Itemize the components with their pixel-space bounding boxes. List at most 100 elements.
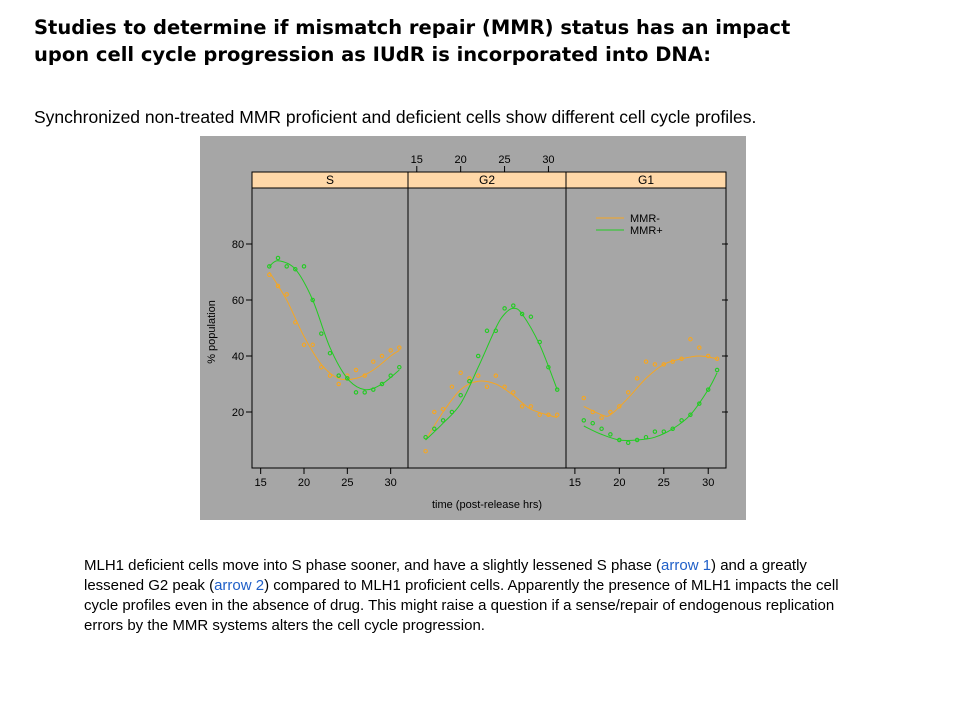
caption-paragraph: MLH1 deficient cells move into S phase s… <box>84 556 854 636</box>
data-point-mmr <box>397 345 402 350</box>
data-point-mmr <box>697 345 702 350</box>
data-point-mmr <box>475 353 481 359</box>
data-point-mmr <box>688 412 693 418</box>
data-point-mmr <box>293 266 298 272</box>
title-line-2: upon cell cycle progression as IUdR is i… <box>34 43 711 66</box>
data-point-mmr <box>617 404 622 409</box>
data-point-mmr <box>379 353 385 359</box>
data-point-mmr <box>537 412 542 418</box>
x-tick-label-top: 15 <box>411 154 423 166</box>
fit-line-mmr-g1 <box>583 372 718 442</box>
legend-label-mmr: MMR+ <box>630 225 663 237</box>
data-point-mmr <box>519 404 525 409</box>
data-point-mmr <box>310 297 315 303</box>
cell-cycle-figure: S G2 G1 20 40 60 80 % population 15 20 25 30 15 20 25 3… <box>200 136 746 520</box>
data-point-mmr <box>705 387 711 392</box>
data-point-mmr <box>519 311 525 317</box>
data-point-mmr <box>493 373 499 378</box>
data-point-mmr <box>440 406 446 412</box>
data-point-mmr <box>327 373 333 378</box>
data-point-mmr <box>484 384 490 390</box>
data-point-mmr <box>388 373 393 378</box>
data-point-mmr <box>353 390 359 395</box>
data-point-mmr <box>275 283 281 289</box>
data-point-mmr <box>475 373 481 378</box>
data-point-mmr <box>423 448 428 454</box>
data-point-mmr <box>688 336 693 342</box>
data-point-mmr <box>537 339 542 345</box>
panel-label-s: S <box>326 173 334 187</box>
slide-subtitle: Synchronized non-treated MMR proficient … <box>34 107 757 127</box>
data-point-mmr <box>310 342 315 348</box>
data-point-mmr <box>546 412 551 418</box>
data-point-mmr <box>449 409 455 415</box>
data-point-mmr <box>267 272 272 278</box>
data-point-mmr <box>267 264 272 269</box>
x-tick-label-top: 30 <box>542 154 554 166</box>
data-point-mmr <box>397 364 402 370</box>
y-axis-label: % population <box>206 300 218 364</box>
arrow-1-link[interactable]: arrow 1 <box>661 557 712 574</box>
data-point-mmr <box>345 376 350 381</box>
data-point-mmr <box>458 392 463 398</box>
data-point-mmr <box>670 359 675 364</box>
data-point-mmr <box>590 409 595 415</box>
x-tick-label: 25 <box>341 477 353 489</box>
caption-text-2: ) and a greatly lessened G2 peak ( <box>84 557 807 594</box>
data-point-mmr <box>590 420 595 426</box>
data-point-mmr <box>423 434 428 440</box>
data-point-mmr <box>353 367 359 373</box>
x-tick-label: 25 <box>658 477 670 489</box>
data-point-mmr <box>502 384 507 390</box>
data-point-mmr <box>528 314 534 320</box>
y-tick-label: 80 <box>232 239 244 251</box>
x-tick-label: 30 <box>702 477 714 489</box>
data-point-mmr <box>336 373 341 378</box>
data-point-mmr <box>652 429 658 434</box>
data-point-mmr <box>511 390 516 395</box>
data-point-mmr <box>581 395 587 401</box>
data-point-mmr <box>484 328 490 334</box>
x-tick-label-top: 20 <box>455 154 467 166</box>
fit-line-mmr-g2 <box>425 307 558 441</box>
data-point-mmr <box>467 376 472 381</box>
data-point-mmr <box>293 320 298 325</box>
data-point-mmr <box>625 440 631 446</box>
data-point-mmr <box>319 364 324 370</box>
x-tick-label: 15 <box>255 477 267 489</box>
fit-line-mmr-g1 <box>583 355 718 417</box>
data-point-mmr <box>652 362 658 367</box>
data-point-mmr <box>634 437 640 443</box>
data-point-mmr <box>554 412 560 418</box>
panel-label-g1: G1 <box>638 173 654 187</box>
data-point-mmr <box>493 328 499 334</box>
y-tick-label: 40 <box>232 351 244 363</box>
data-point-mmr <box>379 381 385 387</box>
x-tick-label: 20 <box>298 477 310 489</box>
data-point-mmr <box>634 376 640 381</box>
data-point-mmr <box>440 418 446 423</box>
data-point-mmr <box>362 373 367 378</box>
data-point-mmr <box>714 367 720 373</box>
data-point-mmr <box>679 418 684 423</box>
data-point-mmr <box>458 370 463 376</box>
data-point-mmr <box>511 303 516 308</box>
data-point-mmr <box>670 426 675 432</box>
data-point-mmr <box>528 404 534 409</box>
data-point-mmr <box>284 264 289 269</box>
data-point-mmr <box>388 348 393 353</box>
title-line-1: Studies to determine if mismatch repair … <box>34 16 791 39</box>
panel-label-g2: G2 <box>479 173 495 187</box>
data-point-mmr <box>301 264 307 269</box>
data-point-mmr <box>625 390 631 395</box>
arrow-2-link[interactable]: arrow 2 <box>214 577 265 594</box>
fit-line-mmr-g2 <box>425 380 558 441</box>
data-point-mmr <box>371 387 376 392</box>
data-point-mmr <box>714 356 720 362</box>
fit-line-mmr-s <box>268 260 400 391</box>
cell-cycle-chart: S G2 G1 20 40 60 80 % population 15 20 25 30 15 20 25 3… <box>206 154 728 511</box>
data-point-mmr <box>327 350 333 356</box>
data-point-mmr <box>467 378 472 384</box>
data-point-mmr <box>546 364 551 370</box>
y-tick-label: 60 <box>232 295 244 307</box>
